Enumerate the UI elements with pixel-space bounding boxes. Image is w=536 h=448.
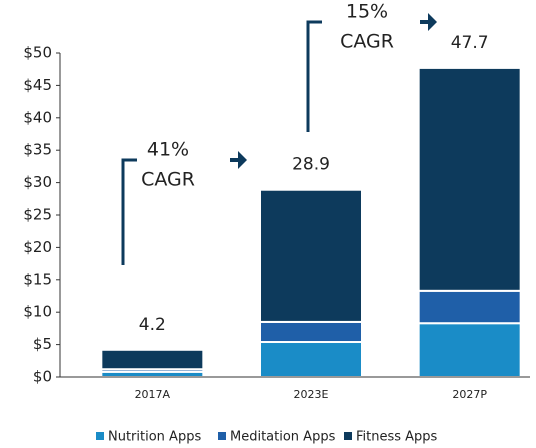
cagr-bracket	[121, 158, 137, 265]
legend-label: Fitness Apps	[356, 430, 438, 445]
legend-swatch	[344, 432, 352, 440]
cagr-label: CAGR	[141, 169, 195, 191]
legend-swatch	[96, 432, 104, 440]
legend-label: Nutrition Apps	[108, 430, 201, 445]
bar-segment	[259, 341, 363, 378]
bar-segment	[259, 320, 363, 344]
y-tick-label: $0	[33, 368, 52, 386]
cagr-label: 41%	[147, 139, 189, 161]
cagr-bracket	[306, 20, 322, 132]
x-tick-label: 2027P	[452, 388, 487, 401]
total-label: 28.9	[292, 155, 330, 175]
y-tick-label: $45	[23, 76, 52, 94]
y-tick-label: $30	[23, 173, 52, 191]
y-tick-label: $40	[23, 108, 52, 126]
bar-segment	[259, 188, 363, 323]
y-tick-label: $25	[23, 206, 52, 224]
bar-segment	[417, 289, 522, 325]
cagr-arrow	[420, 13, 437, 31]
cagr-label: 15%	[346, 1, 388, 23]
y-tick-label: $15	[23, 270, 52, 288]
cagr-label: CAGR	[340, 31, 394, 53]
y-tick-label: $50	[23, 44, 52, 62]
legend-swatch	[218, 432, 226, 440]
y-tick-label: $10	[23, 303, 52, 321]
y-tick-label: $5	[33, 335, 52, 353]
total-label: 4.2	[139, 315, 166, 335]
legend-label: Meditation Apps	[230, 430, 336, 445]
total-label: 47.7	[451, 33, 489, 53]
bar-segment	[100, 348, 205, 371]
y-tick-label: $20	[23, 238, 52, 256]
bar-segment	[417, 322, 522, 379]
bar-segment	[417, 66, 522, 292]
y-tick-label: $35	[23, 141, 52, 159]
x-tick-label: 2023E	[294, 388, 329, 401]
x-tick-label: 2017A	[135, 388, 171, 401]
cagr-arrow	[230, 151, 247, 169]
